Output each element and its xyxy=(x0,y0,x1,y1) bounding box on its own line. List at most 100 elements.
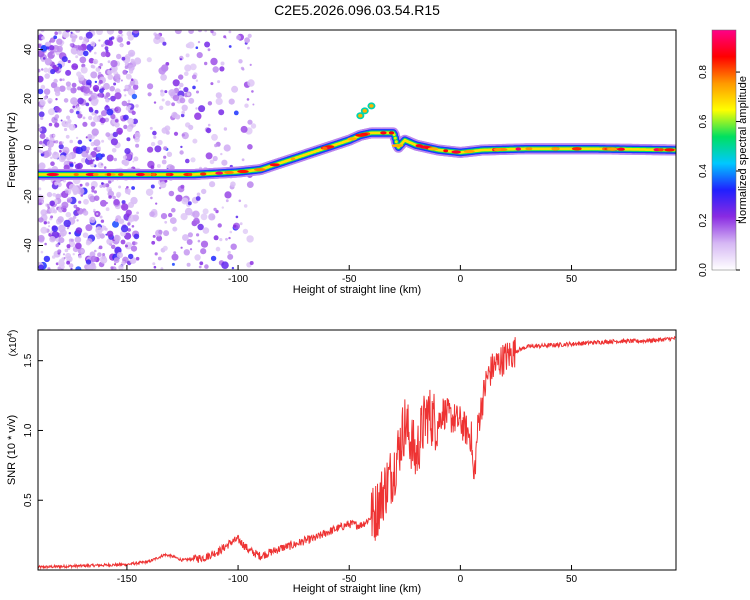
noise-speck xyxy=(90,92,98,100)
noise-speck xyxy=(187,41,195,49)
noise-speck xyxy=(86,79,92,86)
noise-speck xyxy=(53,35,58,40)
noise-speck xyxy=(171,262,175,266)
noise-speck xyxy=(44,58,53,66)
noise-speck xyxy=(127,217,133,223)
noise-speck xyxy=(112,131,119,138)
noise-speck xyxy=(215,92,222,99)
ridge-hotspot xyxy=(391,144,404,148)
noise-speck xyxy=(38,111,45,118)
noise-speck xyxy=(38,217,44,223)
noise-speck xyxy=(147,146,154,153)
noise-speck xyxy=(172,94,180,102)
noise-speck xyxy=(97,92,103,98)
noise-speck xyxy=(94,51,97,55)
noise-speck xyxy=(92,84,100,92)
noise-speck xyxy=(209,181,216,188)
noise-speck xyxy=(205,127,212,134)
noise-speck xyxy=(204,41,211,48)
noise-speck xyxy=(82,121,88,127)
noise-speck xyxy=(195,79,199,82)
noise-speck xyxy=(69,139,73,144)
noise-speck xyxy=(100,219,105,223)
ridge-hotspot xyxy=(525,147,533,151)
noise-speck xyxy=(118,264,124,270)
noise-speck xyxy=(207,101,213,106)
ridge-hotspot xyxy=(237,169,249,174)
noise-speck xyxy=(151,240,156,245)
noise-speck xyxy=(49,37,56,43)
noise-speck xyxy=(65,81,71,87)
noise-speck xyxy=(42,143,46,148)
noise-speck xyxy=(116,252,123,259)
noise-speck xyxy=(73,215,77,219)
ridge-hotspot xyxy=(463,149,475,154)
noise-speck xyxy=(204,30,207,33)
noise-speck xyxy=(54,90,61,97)
noise-speck xyxy=(46,137,49,140)
noise-speck xyxy=(150,141,156,147)
noise-speck xyxy=(64,127,68,132)
spectrogram-marks xyxy=(38,30,676,270)
noise-speck xyxy=(65,153,73,161)
noise-speck xyxy=(108,195,112,199)
noise-speck xyxy=(133,156,139,162)
noise-speck xyxy=(184,64,192,72)
noise-speck xyxy=(68,124,76,131)
noise-speck xyxy=(85,259,92,265)
x-tick-label: -150 xyxy=(117,274,137,285)
noise-speck xyxy=(124,188,131,195)
noise-speck xyxy=(76,110,80,115)
noise-speck xyxy=(99,257,102,260)
ridge-hotspot xyxy=(151,172,156,177)
noise-speck xyxy=(104,117,110,123)
noise-speck xyxy=(185,53,190,58)
noise-speck xyxy=(158,229,163,235)
noise-speck xyxy=(112,220,119,228)
snr-panel: -150 -100 -50 0 50 0.5 1.0 1.5 Height of strai… xyxy=(6,329,677,595)
noise-speck xyxy=(178,87,181,90)
noise-speck xyxy=(207,48,211,52)
noise-speck xyxy=(173,131,179,136)
noise-speck xyxy=(231,266,235,270)
noise-speck xyxy=(211,133,218,141)
noise-speck xyxy=(109,85,115,92)
noise-speck xyxy=(131,225,135,228)
noise-speck xyxy=(200,240,209,248)
noise-speck xyxy=(107,190,115,198)
noise-speck xyxy=(125,244,128,248)
noise-speck xyxy=(47,147,52,151)
noise-speck xyxy=(132,214,140,221)
noise-speck xyxy=(175,194,183,202)
noise-speck xyxy=(95,156,99,161)
noise-speck xyxy=(41,36,45,40)
noise-speck xyxy=(180,145,183,149)
noise-speck xyxy=(130,78,134,81)
noise-speck xyxy=(131,186,136,190)
noise-speck xyxy=(55,155,58,159)
noise-speck xyxy=(43,67,49,73)
noise-speck xyxy=(96,226,99,230)
noise-speck xyxy=(72,33,76,37)
noise-speck xyxy=(198,105,206,113)
noise-speck xyxy=(90,71,98,79)
ridge-hotspot xyxy=(200,172,207,176)
noise-speck xyxy=(90,121,96,127)
noise-speck xyxy=(113,234,121,242)
noise-speck xyxy=(180,113,185,118)
noise-speck xyxy=(93,115,100,123)
noise-speck xyxy=(228,45,232,48)
noise-speck xyxy=(85,136,88,139)
noise-speck xyxy=(57,249,62,254)
ridge-hotspot xyxy=(254,168,266,172)
noise-speck xyxy=(55,98,58,101)
noise-speck xyxy=(217,223,222,228)
noise-speck xyxy=(197,30,203,33)
noise-speck xyxy=(121,203,129,211)
noise-speck xyxy=(110,113,116,120)
noise-speck xyxy=(65,30,71,33)
noise-speck xyxy=(221,261,229,270)
noise-speck xyxy=(154,145,162,153)
noise-speck xyxy=(59,69,62,72)
